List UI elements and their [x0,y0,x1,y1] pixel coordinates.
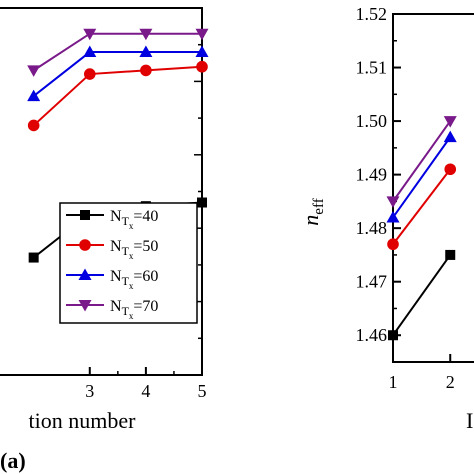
y-tick-label: 1.46 [356,325,388,345]
plot-frame [392,13,474,363]
panel-label: (a) [0,448,26,473]
series-line-2 [392,136,452,219]
series-line-0 [392,254,452,336]
legend-marker [78,300,92,312]
x-axis-label: I [466,408,473,433]
data-point [195,45,209,58]
x-tick-label: 4 [141,381,150,401]
x-tick-label: 3 [85,381,94,401]
data-point [139,45,153,58]
data-point [195,28,209,41]
series-line-2 [33,51,202,97]
legend-label: NTx=60 [110,268,158,291]
data-point [443,116,457,128]
data-point [388,330,398,341]
data-point [444,163,457,176]
data-point [445,249,456,260]
data-point [387,238,399,251]
series-line-3 [392,120,452,202]
data-point [83,28,97,41]
x-tick-label: 1 [389,372,398,392]
data-point [386,196,400,208]
x-axis-label: tion number [29,408,137,433]
panel-a: 3 4 5 tion number(a) NTx=40 NTx=50 NTx=60 NTx=7… [0,7,209,473]
x-tick-label: 2 [446,372,455,392]
data-point [386,210,400,223]
data-point [140,64,152,77]
data-point [28,252,39,263]
x-tick-label: 5 [198,381,207,401]
data-point [443,130,457,143]
data-point [83,68,96,80]
series-line-1 [32,65,203,127]
legend-label: NTx=70 [110,298,158,321]
data-point [83,45,97,58]
y-tick-label: 1.48 [356,218,388,238]
legend-marker [78,268,92,280]
y-tick-label: 1.51 [356,58,388,78]
series-line-3 [33,32,202,72]
y-tick-label: 1.52 [356,4,388,24]
data-point [139,28,153,41]
series-line-1 [392,168,452,245]
y-tick-label: 1.49 [356,165,388,185]
y-axis-label: neff [298,198,327,225]
data-point [27,119,40,132]
legend-marker [79,239,91,251]
legend-label: NTx=50 [110,238,158,261]
legend-marker [80,210,90,220]
legend-label: NTx=40 [110,208,158,231]
data-point [196,60,208,73]
y-tick-label: 1.50 [356,111,388,131]
legend: NTx=40 NTx=50 NTx=60 NTx=70 [59,202,198,324]
y-tick-label: 1.47 [356,272,388,292]
data-point [197,197,207,208]
data-point [27,89,41,102]
data-point [27,65,41,77]
